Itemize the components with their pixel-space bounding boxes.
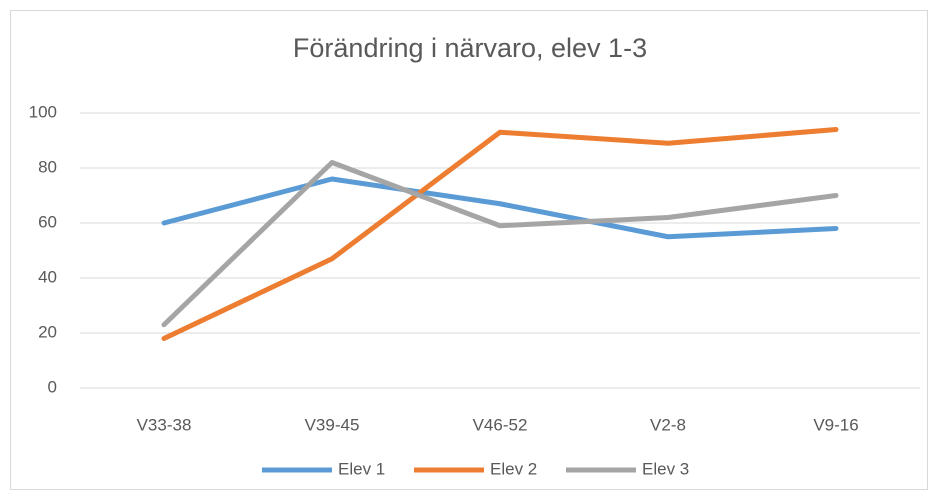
x-tick-label: V39-45 (305, 415, 360, 434)
y-tick-label: 80 (38, 157, 57, 176)
legend-label: Elev 3 (642, 459, 689, 478)
legend-label: Elev 1 (338, 459, 385, 478)
chart-title: Förändring i närvaro, elev 1-3 (293, 33, 647, 63)
x-tick-label: V33-38 (137, 415, 192, 434)
series-line (161, 160, 839, 328)
x-tick-label: V46-52 (473, 415, 528, 434)
y-tick-label: 100 (29, 102, 57, 121)
y-tick-label: 40 (38, 267, 57, 286)
y-tick-label: 20 (38, 322, 57, 341)
y-tick-label: 60 (38, 212, 57, 231)
series-line (161, 176, 839, 240)
x-tick-label: V9-16 (813, 415, 858, 434)
legend-label: Elev 2 (490, 459, 537, 478)
series-line (161, 127, 839, 341)
chart-border (10, 10, 928, 490)
y-tick-label: 0 (48, 377, 57, 396)
x-tick-label: V2-8 (650, 415, 686, 434)
